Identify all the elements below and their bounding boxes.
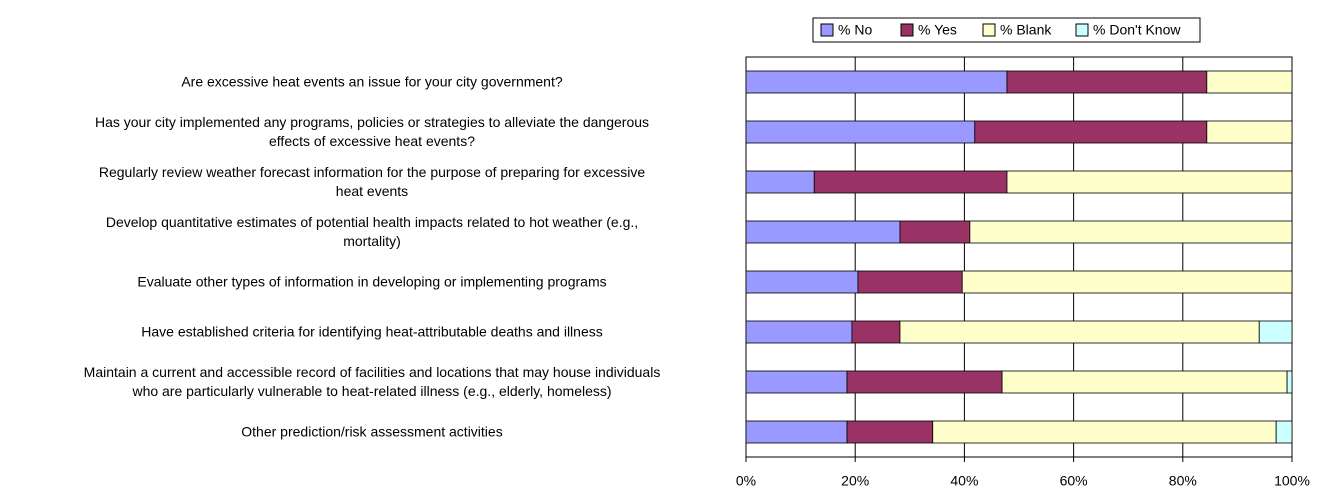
legend-swatch (820, 23, 834, 37)
category-label: Evaluate other types of information in d… (137, 273, 607, 290)
bar-segment (969, 220, 1293, 244)
x-tick-label: 80% (1169, 473, 1197, 489)
legend-swatch (1075, 23, 1089, 37)
bar-segment (1206, 120, 1293, 144)
bar-segment (846, 370, 1003, 394)
bar-segment (745, 70, 1008, 94)
category-label: Develop quantitative estimates of potent… (105, 214, 639, 249)
legend-swatch (900, 23, 914, 37)
bar-segment (745, 120, 976, 144)
bar-segment (899, 220, 971, 244)
bar-segment (745, 270, 859, 294)
plot-area (746, 57, 1292, 457)
legend-label: % No (838, 22, 872, 38)
bar-segment (813, 170, 1008, 194)
x-tick-label: 100% (1274, 473, 1310, 489)
category-label: Are excessive heat events an issue for y… (181, 73, 563, 90)
bar-segment (1006, 170, 1293, 194)
bar-segment (1006, 70, 1208, 94)
bar-segment (745, 170, 815, 194)
bar-segment (1275, 420, 1293, 444)
bar-segment (846, 420, 934, 444)
category-label: Maintain a current and accessible record… (83, 364, 661, 399)
legend-swatch (982, 23, 996, 37)
bar-segment (1001, 370, 1288, 394)
plot-border (745, 56, 1293, 458)
bar-segment (1286, 370, 1293, 394)
bar-segment (932, 420, 1277, 444)
category-label: Have established criteria for identifyin… (141, 323, 603, 340)
bar-segment (974, 120, 1208, 144)
bar-segment (745, 320, 853, 344)
bar-segment (961, 270, 1293, 294)
legend-label: % Blank (1000, 22, 1052, 38)
category-label: Regularly review weather forecast inform… (98, 164, 646, 199)
bar-segment (745, 370, 848, 394)
bar-segment (1206, 70, 1293, 94)
bar-segment (1258, 320, 1293, 344)
legend-box (812, 17, 1201, 43)
bar-segment (745, 420, 848, 444)
x-tick-label: 40% (950, 473, 978, 489)
bar-segment (851, 320, 901, 344)
category-label: Has your city implemented any programs, … (94, 114, 650, 149)
bar-segment (857, 270, 963, 294)
bar-segment (899, 320, 1260, 344)
x-tick-label: 0% (736, 473, 756, 489)
legend-label: % Don't Know (1093, 22, 1181, 38)
legend-label: % Yes (918, 22, 957, 38)
bar-segment (745, 220, 901, 244)
x-tick-label: 60% (1060, 473, 1088, 489)
x-tick-label: 20% (841, 473, 869, 489)
category-label: Other prediction/risk assessment activit… (241, 423, 503, 440)
